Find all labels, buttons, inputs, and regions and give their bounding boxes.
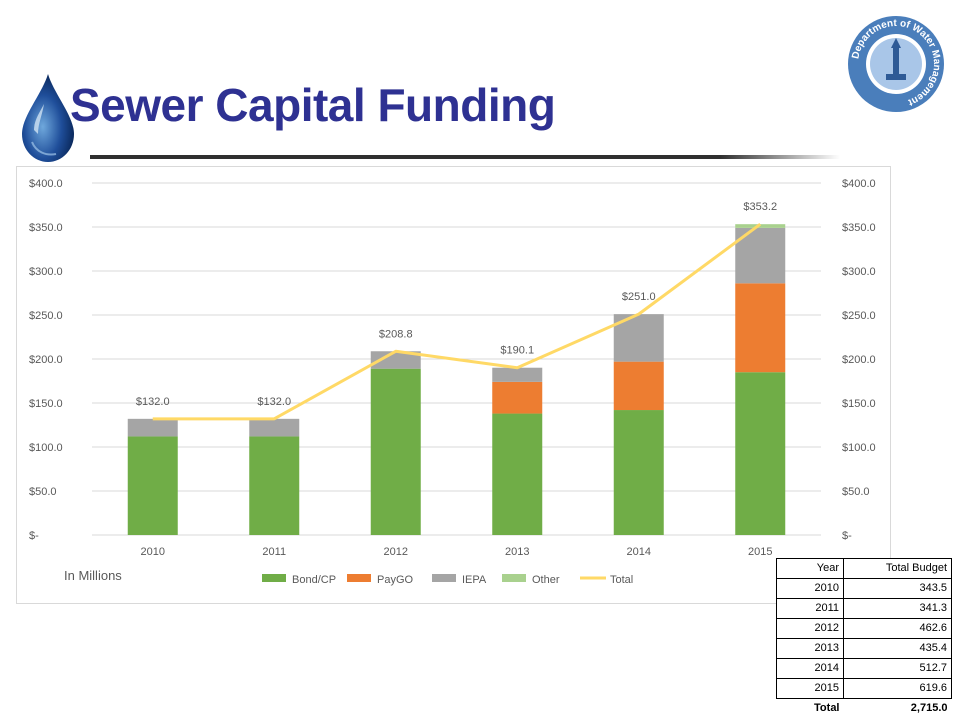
legend-label: Total: [610, 574, 633, 586]
bar-segment: [492, 381, 543, 414]
bar-segment: [735, 283, 786, 373]
bar-segment: [613, 410, 664, 535]
funding-chart: $- $- $50.0 $50.0 $100.0 $100.0 $150.0 $150.0 $2…: [29, 178, 876, 586]
x-tick-label: 2015: [748, 546, 772, 558]
budget-year: 2010: [776, 578, 844, 599]
budget-header-year: Year: [776, 558, 844, 579]
legend-swatch: [502, 574, 526, 582]
y-tick-label-right: $50.0: [842, 486, 870, 498]
budget-row: 2011 341.3: [776, 598, 952, 619]
budget-value: 512.7: [843, 658, 952, 679]
chart-area: $- $- $50.0 $50.0 $100.0 $100.0 $150.0 $150.0 $2…: [16, 166, 891, 604]
bar-segment: [613, 361, 664, 411]
data-label: $190.1: [500, 345, 534, 357]
y-tick-label-left: $100.0: [29, 442, 63, 454]
budget-value: 343.5: [843, 578, 952, 599]
y-tick-label-left: $-: [29, 530, 39, 542]
budget-year: 2013: [776, 638, 844, 659]
units-note: In Millions: [64, 568, 122, 583]
budget-year: 2014: [776, 658, 844, 679]
bar-segment: [370, 368, 421, 535]
budget-value: 462.6: [843, 618, 952, 639]
budget-row: 2013 435.4: [776, 638, 952, 659]
y-tick-label-right: $350.0: [842, 222, 876, 234]
x-tick-label: 2010: [141, 546, 165, 558]
x-tick-label: 2011: [262, 546, 286, 558]
budget-value: 341.3: [843, 598, 952, 619]
data-label: $132.0: [257, 396, 291, 408]
data-label: $353.2: [743, 201, 777, 213]
y-tick-label-right: $-: [842, 530, 852, 542]
legend-label: Bond/CP: [292, 574, 336, 586]
budget-row: 2012 462.6: [776, 618, 952, 639]
bar-segment: [492, 367, 543, 382]
budget-row: 2014 512.7: [776, 658, 952, 679]
y-tick-label-left: $400.0: [29, 178, 63, 190]
budget-header-total: Total Budget: [843, 558, 952, 579]
y-tick-label-left: $150.0: [29, 398, 63, 410]
legend-swatch: [347, 574, 371, 582]
slide-title: Sewer Capital Funding: [70, 79, 556, 131]
legend-label: Other: [532, 574, 560, 586]
title-underline-fade: [720, 155, 840, 159]
bar-segment: [249, 418, 300, 437]
legend-swatch: [262, 574, 286, 582]
y-tick-label-left: $250.0: [29, 310, 63, 322]
bar-segment: [249, 436, 300, 535]
x-tick-label: 2013: [505, 546, 529, 558]
x-tick-label: 2014: [627, 546, 651, 558]
data-label: $132.0: [136, 396, 170, 408]
budget-year: 2015: [776, 678, 844, 699]
bar-segment: [127, 436, 178, 535]
budget-total-row: Total 2,715.0: [777, 699, 952, 719]
bar-segment: [735, 372, 786, 535]
budget-total-label: Total: [814, 702, 840, 714]
y-tick-label-left: $50.0: [29, 486, 57, 498]
y-tick-label-right: $300.0: [842, 266, 876, 278]
budget-row: 2015 619.6: [776, 678, 952, 699]
data-label: $208.8: [379, 328, 413, 340]
budget-year: 2012: [776, 618, 844, 639]
legend-swatch: [432, 574, 456, 582]
y-tick-label-right: $400.0: [842, 178, 876, 190]
total-line: [152, 222, 762, 421]
legend-label: IEPA: [462, 574, 487, 586]
y-tick-label-right: $200.0: [842, 354, 876, 366]
budget-value: 435.4: [843, 638, 952, 659]
title-underline: [90, 155, 720, 159]
x-tick-label: 2012: [384, 546, 408, 558]
y-tick-label-left: $350.0: [29, 222, 63, 234]
budget-header-row: Year Total Budget: [776, 558, 952, 579]
y-tick-label-right: $150.0: [842, 398, 876, 410]
budget-table: Year Total Budget 2010 343.5 2011 341.3 …: [776, 558, 952, 718]
y-tick-label-left: $300.0: [29, 266, 63, 278]
budget-total-value: 2,715.0: [910, 702, 948, 714]
water-drop-icon: [22, 74, 74, 162]
y-tick-label-left: $200.0: [29, 354, 63, 366]
bar-segment: [127, 418, 178, 437]
bar-segment: [370, 351, 421, 369]
legend-label: PayGO: [377, 574, 414, 586]
budget-value: 619.6: [843, 678, 952, 699]
budget-row: 2010 343.5: [776, 578, 952, 599]
department-seal-logo: Department of Water Management: [848, 16, 944, 112]
bar-segment: [492, 413, 543, 535]
y-tick-label-right: $250.0: [842, 310, 876, 322]
y-tick-label-right: $100.0: [842, 442, 876, 454]
budget-year: 2011: [776, 598, 844, 619]
data-label: $251.0: [622, 291, 656, 303]
